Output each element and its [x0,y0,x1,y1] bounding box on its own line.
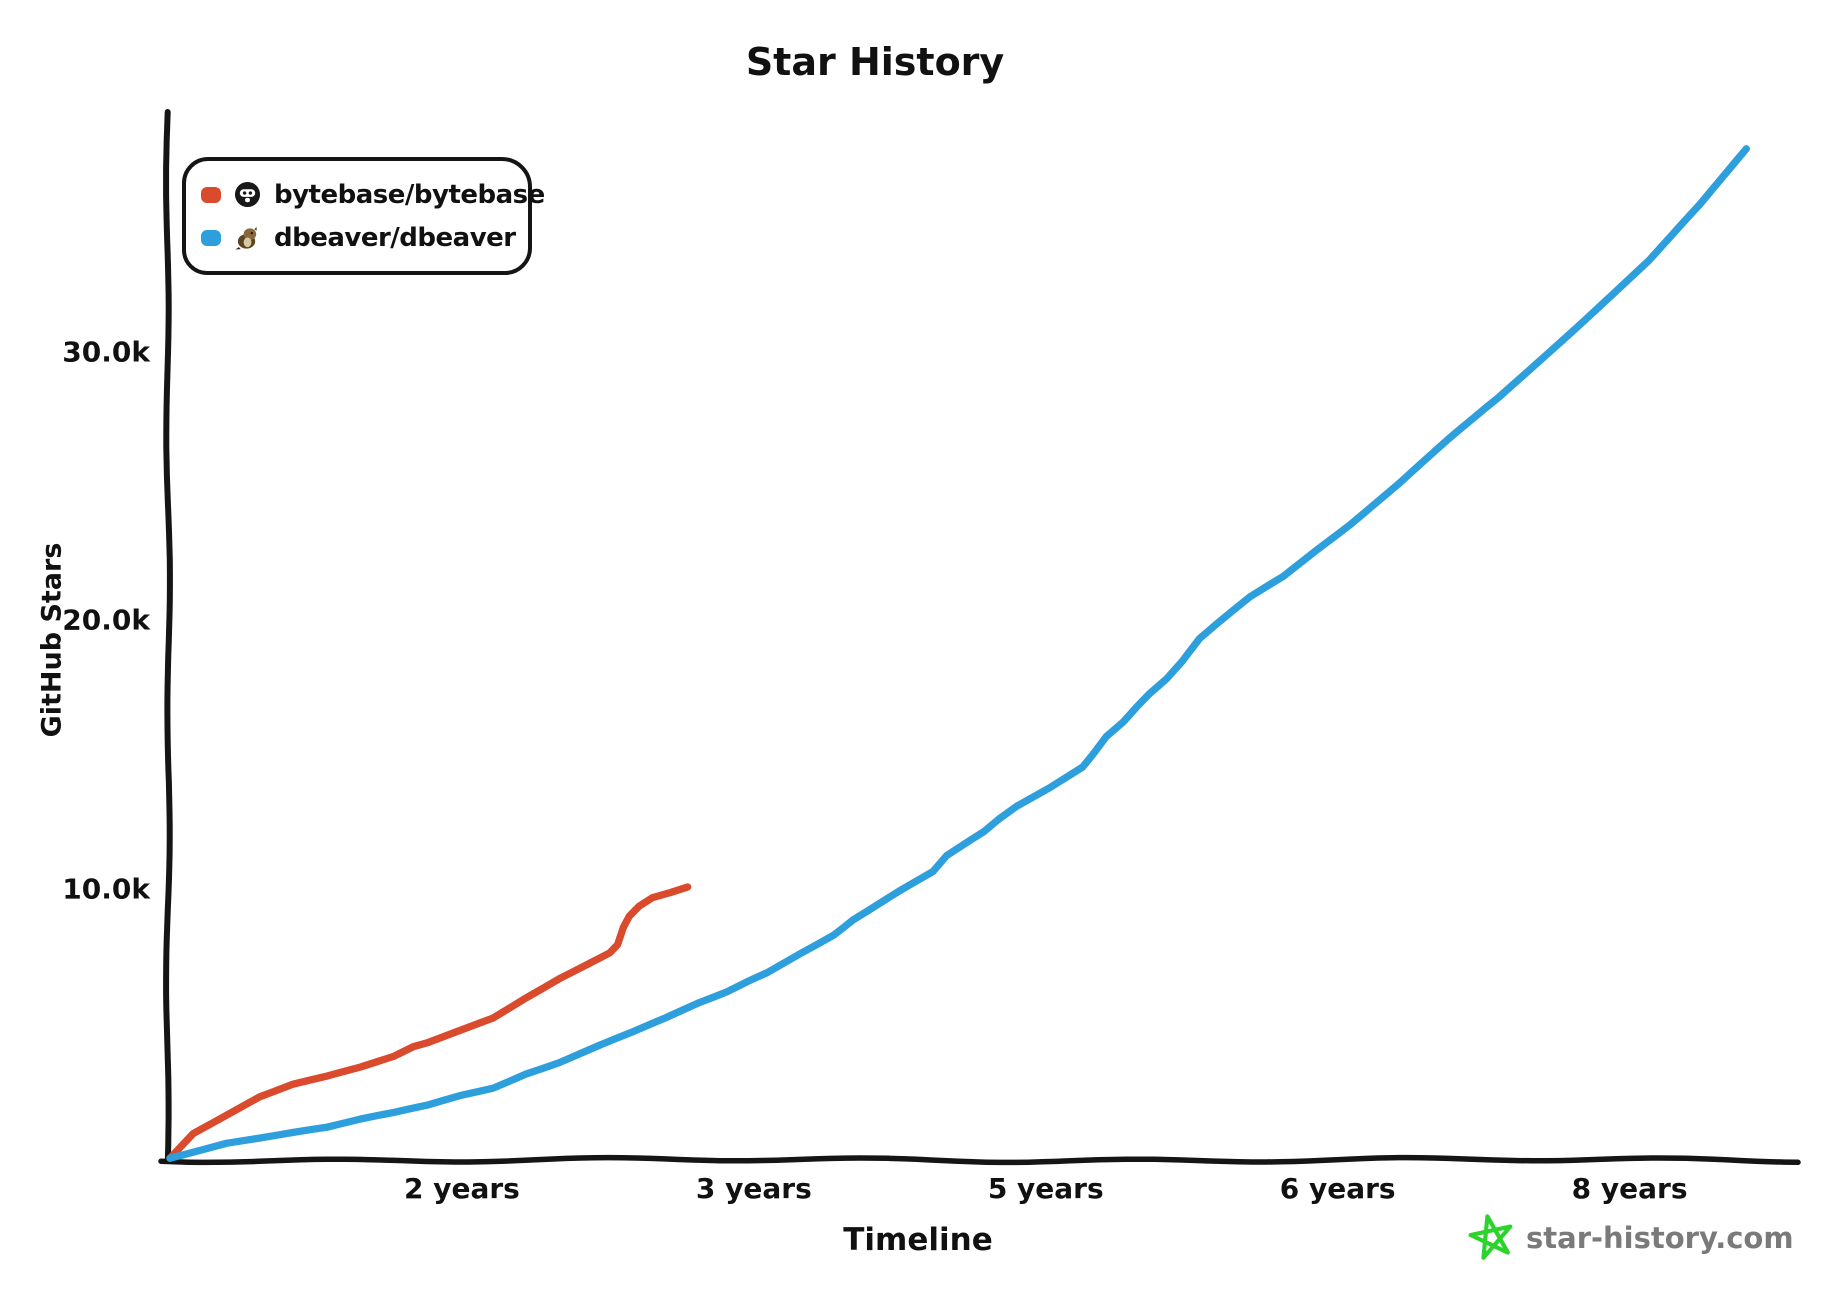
series-line-dbeaver [166,145,1750,1162]
star-history-star-icon [1468,1214,1513,1260]
x-tick-label-3-years: 3 years [695,1172,812,1205]
y-tick-label-30.0k: 30.0k [62,335,150,369]
x-axis-label: Timeline [843,1222,993,1258]
series-lines [166,145,1750,1162]
y-tick-label-10.0k: 10.0k [62,872,150,906]
watermark-text: star-history.com [1526,1221,1794,1255]
watermark-link[interactable]: star-history.com [1468,1212,1794,1264]
y-tick-label-20.0k: 20.0k [62,603,150,637]
legend-label-dbeaver: dbeaver/dbeaver [274,222,516,253]
bytebase-logo-icon [234,181,261,208]
x-axis-line [158,1154,1801,1166]
bytebase-color-swatch [201,186,221,203]
y-axis-label: GitHub Stars [36,542,68,738]
dbeaver-color-swatch [201,229,221,246]
chart-title: Star History [745,40,1005,84]
legend-label-bytebase: bytebase/bytebase [274,179,545,210]
series-line-bytebase [166,883,692,1162]
x-tick-label-5-years: 5 years [987,1172,1104,1205]
dbeaver-logo-icon [235,226,257,250]
axes [158,109,1801,1166]
legend-item-bytebase: bytebase/bytebase [201,178,545,212]
legend: bytebase/bytebase dbeaver/dbeaver [182,157,545,275]
legend-item-dbeaver: dbeaver/dbeaver [201,221,516,255]
x-tick-label-6-years: 6 years [1279,1172,1396,1205]
x-tick-label-2-years: 2 years [403,1172,520,1205]
y-axis-line [163,109,173,1164]
x-tick-label-8-years: 8 years [1571,1172,1688,1205]
